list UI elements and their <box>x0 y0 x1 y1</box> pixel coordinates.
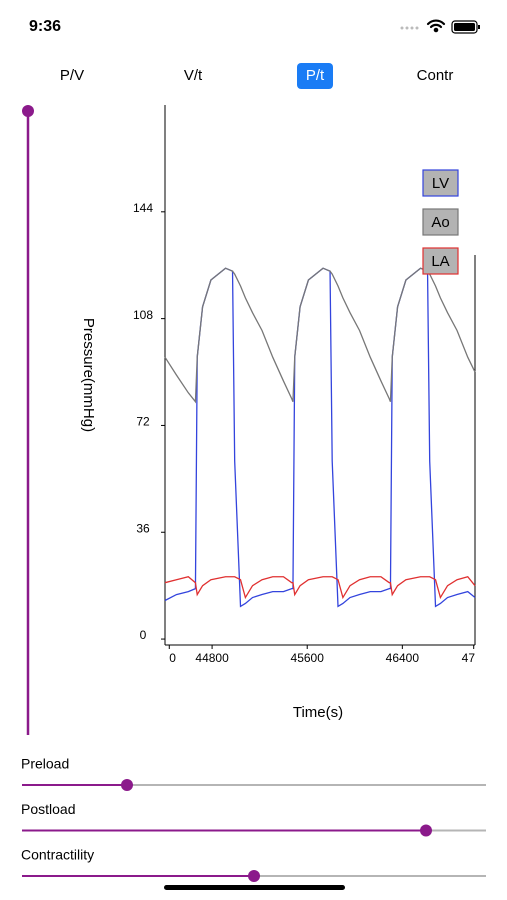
legend-box[interactable] <box>422 247 459 275</box>
y-axis-label: Pressure(mmHg) <box>80 318 97 432</box>
slider-thumb[interactable] <box>248 870 260 882</box>
series-line <box>164 267 476 608</box>
x-tick-label: 46400 <box>386 651 420 665</box>
tab-bar: P/V V/t P/t Contr <box>60 63 453 89</box>
tab[interactable]: P/V <box>60 67 84 84</box>
tab[interactable]: Contr <box>417 67 454 84</box>
legend-box[interactable] <box>422 208 459 236</box>
tab-selected-bg <box>297 63 333 89</box>
tab[interactable]: P/t <box>306 67 325 84</box>
legend-box[interactable] <box>422 169 459 197</box>
x-tick-label: 0 <box>169 651 176 665</box>
legend-label[interactable]: LV <box>432 175 449 192</box>
series-line <box>164 576 476 600</box>
x-axis-label: Time(s) <box>293 704 343 721</box>
battery-icon <box>451 20 480 34</box>
status-time: 9:36 <box>29 18 61 35</box>
y-tick-label: 36 <box>136 521 150 535</box>
signal-icon <box>400 26 419 30</box>
y-tick-label: 0 <box>140 628 147 642</box>
chart: 0 36 72 108 144 0 44800 45600 46400 47 Time(s) Pres… <box>80 105 476 721</box>
x-tick-label: 44800 <box>195 651 229 665</box>
y-tick-label: 72 <box>136 415 150 429</box>
y-tick-label: 108 <box>133 308 153 322</box>
slider-label: Preload <box>21 756 69 772</box>
slider-thumb[interactable] <box>420 824 432 837</box>
slider-thumb[interactable] <box>121 779 133 791</box>
wifi-icon <box>426 19 446 33</box>
home-indicator <box>164 885 345 890</box>
sliders: Preload Postload Contractility <box>21 756 486 882</box>
slider-label: Contractility <box>21 847 94 863</box>
vertical-slider-thumb[interactable] <box>22 105 34 117</box>
legend-label[interactable]: LA <box>431 253 449 270</box>
tab[interactable]: V/t <box>184 67 203 84</box>
legend-label[interactable]: Ao <box>431 214 449 231</box>
x-tick-label: 45600 <box>291 651 325 665</box>
x-tick-label: 47 <box>462 651 476 665</box>
slider-label: Postload <box>21 801 75 817</box>
y-tick-label: 144 <box>133 201 153 215</box>
